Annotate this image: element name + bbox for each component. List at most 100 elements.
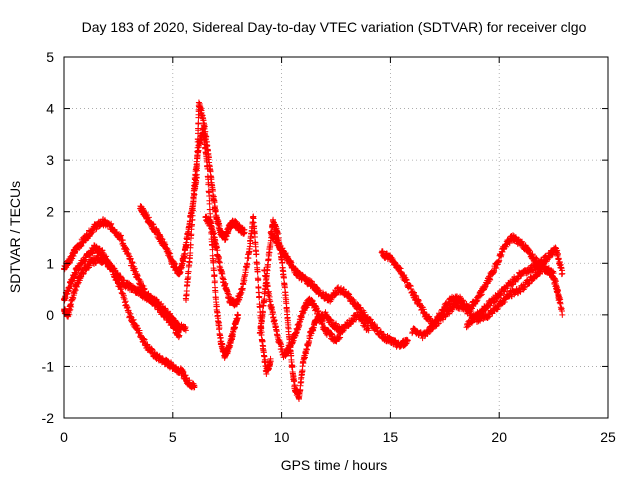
y-tick-label: 0 <box>46 307 54 323</box>
data-point <box>150 221 157 228</box>
data-point <box>269 309 276 316</box>
data-point <box>191 384 198 391</box>
chart-title: Day 183 of 2020, Sidereal Day-to-day VTE… <box>82 19 587 35</box>
data-point <box>70 252 77 259</box>
data-point <box>257 325 264 332</box>
data-point <box>190 195 197 202</box>
data-point <box>108 220 115 227</box>
data-point <box>267 358 274 365</box>
x-axis-ticks: 0 5 10 15 20 25 <box>60 57 616 445</box>
data-point <box>313 305 320 312</box>
data-point <box>315 307 322 314</box>
data-point <box>435 320 441 327</box>
data-point <box>532 254 539 261</box>
data-point <box>195 120 202 127</box>
x-tick-label: 10 <box>274 429 290 445</box>
y-tick-label: 4 <box>46 101 54 117</box>
data-point <box>131 265 138 272</box>
data-point <box>285 348 292 355</box>
data-point <box>121 277 128 284</box>
data-point <box>477 292 484 299</box>
data-point <box>209 246 216 253</box>
data-point <box>204 165 211 172</box>
data-point <box>257 330 264 337</box>
data-point <box>554 287 561 294</box>
data-point <box>65 311 72 318</box>
data-point <box>401 272 408 279</box>
data-point <box>359 316 366 323</box>
data-point <box>242 269 249 276</box>
y-tick-label: -1 <box>42 358 55 374</box>
data-point <box>212 208 219 215</box>
y-tick-label: 1 <box>46 255 54 271</box>
data-point <box>157 232 164 239</box>
data-point <box>210 258 217 265</box>
data-point <box>256 293 263 300</box>
data-point <box>211 278 218 285</box>
data-point <box>217 334 224 341</box>
data-point <box>186 377 193 384</box>
data-point <box>200 125 207 132</box>
data-point <box>410 289 417 296</box>
y-axis-label: SDTVAR / TECUs <box>7 181 23 293</box>
data-point <box>187 249 194 256</box>
data-point <box>509 281 516 288</box>
data-point <box>70 294 77 301</box>
data-point <box>557 296 564 303</box>
data-point <box>183 287 190 294</box>
series-F <box>202 213 274 377</box>
y-tick-label: 3 <box>46 152 54 168</box>
data-point <box>144 341 151 348</box>
data-point <box>397 265 404 272</box>
gridlines <box>64 57 608 418</box>
data-point <box>404 337 411 344</box>
data-point <box>254 268 261 275</box>
data-point <box>285 325 292 332</box>
data-point <box>251 223 258 230</box>
data-point <box>365 327 372 334</box>
y-axis-ticks: -2 -1 0 1 2 3 4 5 <box>42 49 608 426</box>
data-point <box>125 309 132 316</box>
x-tick-label: 20 <box>491 429 507 445</box>
data-point <box>193 160 200 167</box>
data-point <box>306 338 313 345</box>
data-point <box>180 369 187 376</box>
y-tick-label: 2 <box>46 204 54 220</box>
data-point <box>559 311 566 318</box>
data-point <box>182 327 189 334</box>
data-point <box>129 259 136 266</box>
data-point <box>298 313 305 320</box>
y-tick-label: -2 <box>42 410 55 426</box>
data-point <box>246 243 253 250</box>
x-tick-label: 0 <box>60 429 68 445</box>
data-point <box>307 277 314 284</box>
data-point <box>216 324 223 331</box>
data-point <box>235 311 242 318</box>
data-point <box>80 270 87 277</box>
data-point <box>559 270 566 277</box>
data-point <box>259 309 266 316</box>
data-point <box>291 382 298 389</box>
data-point <box>555 255 562 262</box>
series-D <box>137 99 248 278</box>
data-point <box>277 340 284 347</box>
data-point <box>301 354 308 361</box>
data-point <box>261 353 268 360</box>
data-point <box>550 275 557 282</box>
data-point <box>211 199 218 206</box>
data-point <box>264 283 271 290</box>
data-point <box>289 363 296 370</box>
data-point <box>211 272 218 279</box>
series-C <box>61 252 189 334</box>
data-point <box>189 212 196 219</box>
data-point <box>69 255 76 262</box>
data-point <box>247 240 254 247</box>
series-G <box>256 216 346 403</box>
data-point <box>244 261 251 268</box>
data-point <box>371 321 378 328</box>
data-point <box>289 339 296 346</box>
data-point <box>214 247 221 254</box>
x-tick-label: 5 <box>169 429 177 445</box>
data-point <box>478 291 485 298</box>
